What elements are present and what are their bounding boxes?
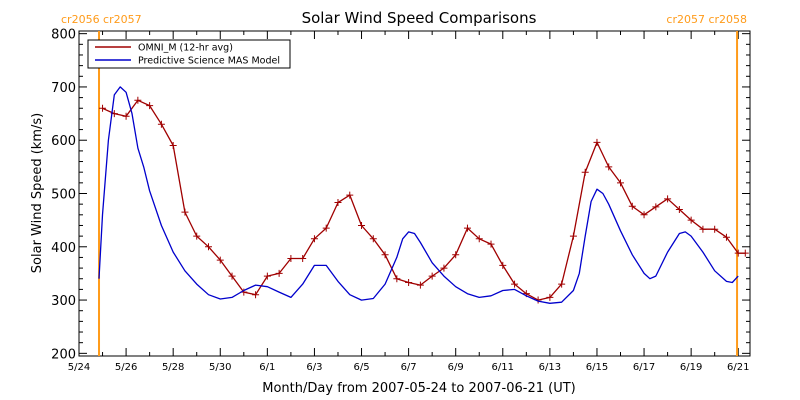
data-point-marker bbox=[499, 261, 507, 269]
data-point-marker bbox=[146, 102, 154, 110]
series-line-2 bbox=[98, 86, 739, 304]
y-tick-label: 400 bbox=[51, 241, 76, 256]
data-point-marker bbox=[581, 168, 589, 176]
plot-frame bbox=[78, 30, 751, 357]
x-tick-label: 5/30 bbox=[209, 362, 231, 373]
x-tick-label: 6/13 bbox=[539, 362, 561, 373]
data-point-marker bbox=[334, 199, 342, 207]
data-point-marker bbox=[617, 179, 625, 187]
data-point-marker bbox=[122, 112, 130, 120]
x-tick-label: 5/26 bbox=[115, 362, 137, 373]
series-line-1 bbox=[102, 99, 746, 301]
data-point-marker bbox=[263, 272, 271, 280]
x-tick-label: 6/1 bbox=[259, 362, 275, 373]
y-tick-label: 300 bbox=[51, 294, 76, 309]
data-point-marker bbox=[487, 240, 495, 248]
chart-title: Solar Wind Speed Comparisons bbox=[302, 9, 537, 27]
x-axis-title: Month/Day from 2007-05-24 to 2007-06-21 … bbox=[262, 381, 575, 396]
data-point-marker bbox=[652, 203, 660, 211]
data-point-marker bbox=[181, 208, 189, 216]
x-tick-label: 6/3 bbox=[306, 362, 322, 373]
y-tick-label: 500 bbox=[51, 188, 76, 203]
data-point-marker bbox=[722, 233, 730, 241]
data-point-marker bbox=[216, 256, 224, 264]
x-tick-label: 6/9 bbox=[448, 362, 464, 373]
data-point-marker bbox=[193, 232, 201, 240]
x-tick-label: 6/5 bbox=[353, 362, 369, 373]
data-point-marker bbox=[711, 225, 719, 233]
data-point-marker bbox=[310, 235, 318, 243]
carrington-marker-label: cr2057 cr2058 bbox=[666, 13, 747, 26]
data-point-marker bbox=[252, 291, 260, 299]
data-point-marker bbox=[416, 281, 424, 289]
data-point-marker bbox=[605, 163, 613, 171]
x-tick-label: 6/19 bbox=[680, 362, 702, 373]
data-point-marker bbox=[157, 120, 165, 128]
data-point-marker bbox=[475, 235, 483, 243]
data-point-marker bbox=[593, 138, 601, 146]
data-point-marker bbox=[440, 264, 448, 272]
x-tick-label: 6/21 bbox=[727, 362, 749, 373]
x-tick-label: 6/17 bbox=[633, 362, 655, 373]
data-point-marker bbox=[463, 224, 471, 232]
data-point-marker bbox=[134, 96, 142, 104]
data-point-marker bbox=[358, 221, 366, 229]
y-tick-label: 600 bbox=[51, 134, 76, 149]
data-point-marker bbox=[687, 216, 695, 224]
x-tick-label: 5/28 bbox=[162, 362, 184, 373]
data-point-marker bbox=[99, 104, 107, 112]
y-tick-label: 700 bbox=[51, 81, 76, 96]
data-point-marker bbox=[346, 191, 354, 199]
y-tick-label: 200 bbox=[51, 347, 76, 362]
legend: OMNI_M (12-hr avg) Predictive Science MAS… bbox=[87, 39, 291, 69]
data-point-marker bbox=[546, 293, 554, 301]
data-point-marker bbox=[664, 195, 672, 203]
data-point-marker bbox=[369, 235, 377, 243]
data-point-marker bbox=[628, 202, 636, 210]
data-point-marker bbox=[741, 249, 749, 257]
data-point-marker bbox=[322, 224, 330, 232]
data-point-marker bbox=[640, 211, 648, 219]
series-layer bbox=[98, 86, 749, 304]
data-point-marker bbox=[428, 272, 436, 280]
data-point-marker bbox=[405, 278, 413, 286]
data-point-marker bbox=[204, 243, 212, 251]
data-point-marker bbox=[569, 232, 577, 240]
data-point-marker bbox=[511, 280, 519, 288]
x-tick-label: 6/15 bbox=[586, 362, 608, 373]
legend-box bbox=[87, 39, 291, 69]
data-point-marker bbox=[275, 269, 283, 277]
axis-layer: 200 300 400 500 600 700 800 5/24 5/26 5/28 5/30 6/1… bbox=[51, 28, 750, 373]
carrington-marker-layer: cr2056 cr2057 cr2057 cr2058 bbox=[61, 13, 747, 356]
y-axis-title: Solar Wind Speed (km/s) bbox=[30, 113, 45, 273]
legend-entry-1: OMNI_M (12-hr avg) bbox=[138, 43, 233, 54]
legend-entry-2: Predictive Science MAS Model bbox=[138, 56, 280, 67]
data-point-marker bbox=[299, 255, 307, 262]
data-point-marker bbox=[287, 255, 295, 262]
data-point-marker bbox=[381, 251, 389, 259]
carrington-marker-label: cr2056 cr2057 bbox=[61, 13, 142, 26]
data-point-marker bbox=[558, 280, 566, 288]
data-point-marker bbox=[228, 272, 236, 280]
data-point-marker bbox=[699, 225, 707, 233]
data-point-marker bbox=[452, 251, 460, 259]
data-point-marker bbox=[734, 249, 742, 257]
data-point-marker bbox=[169, 142, 177, 150]
x-tick-label: 6/11 bbox=[492, 362, 514, 373]
x-tick-label: 6/7 bbox=[401, 362, 417, 373]
data-point-marker bbox=[393, 275, 401, 283]
x-tick-label: 5/24 bbox=[68, 362, 90, 373]
data-point-marker bbox=[675, 205, 683, 213]
y-tick-label: 800 bbox=[51, 28, 76, 43]
